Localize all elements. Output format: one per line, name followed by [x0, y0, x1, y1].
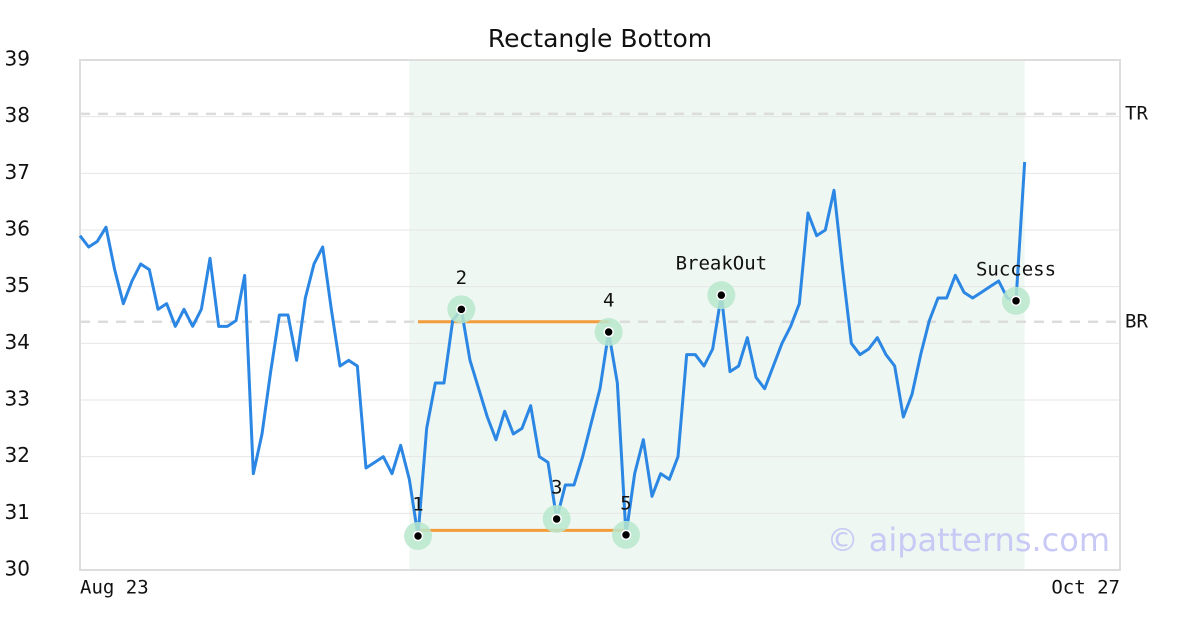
level-label: TR	[1125, 102, 1148, 124]
pattern-point-label: 4	[603, 290, 614, 312]
y-tick-label: 32	[5, 443, 30, 467]
pattern-point	[551, 513, 562, 525]
x-tick-label: Oct 27	[1051, 577, 1120, 599]
pattern-point	[456, 304, 467, 315]
pattern-point-label: Success	[976, 258, 1056, 280]
y-tick-label: 33	[5, 387, 30, 411]
level-label: BR	[1125, 310, 1148, 332]
price-line	[78, 161, 1027, 538]
pattern-point	[620, 529, 632, 541]
y-tick-label: 34	[5, 330, 30, 354]
pattern-point	[716, 289, 727, 301]
y-tick-label: 37	[5, 160, 30, 184]
pattern-point-label: 5	[620, 492, 631, 514]
pattern-point	[603, 326, 614, 338]
x-tick-label: Aug 23	[80, 577, 149, 599]
chart-title: Rectangle Bottom	[488, 24, 712, 53]
pattern-point-label: 2	[456, 267, 467, 289]
y-tick-label: 39	[5, 47, 30, 71]
pattern-point	[1010, 295, 1022, 307]
y-tick-label: 30	[5, 557, 30, 581]
pattern-point-label: BreakOut	[676, 253, 768, 275]
watermark: © aipatterns.com	[827, 521, 1110, 559]
pattern-point-label: 3	[551, 477, 562, 499]
plot-frame	[79, 59, 1121, 571]
y-tick-label: 35	[5, 273, 30, 297]
pattern-point	[412, 530, 424, 542]
y-tick-label: 31	[5, 500, 30, 524]
y-tick-label: 38	[5, 103, 30, 127]
y-tick-label: 36	[5, 217, 30, 241]
pattern-point-label: 1	[412, 494, 423, 516]
